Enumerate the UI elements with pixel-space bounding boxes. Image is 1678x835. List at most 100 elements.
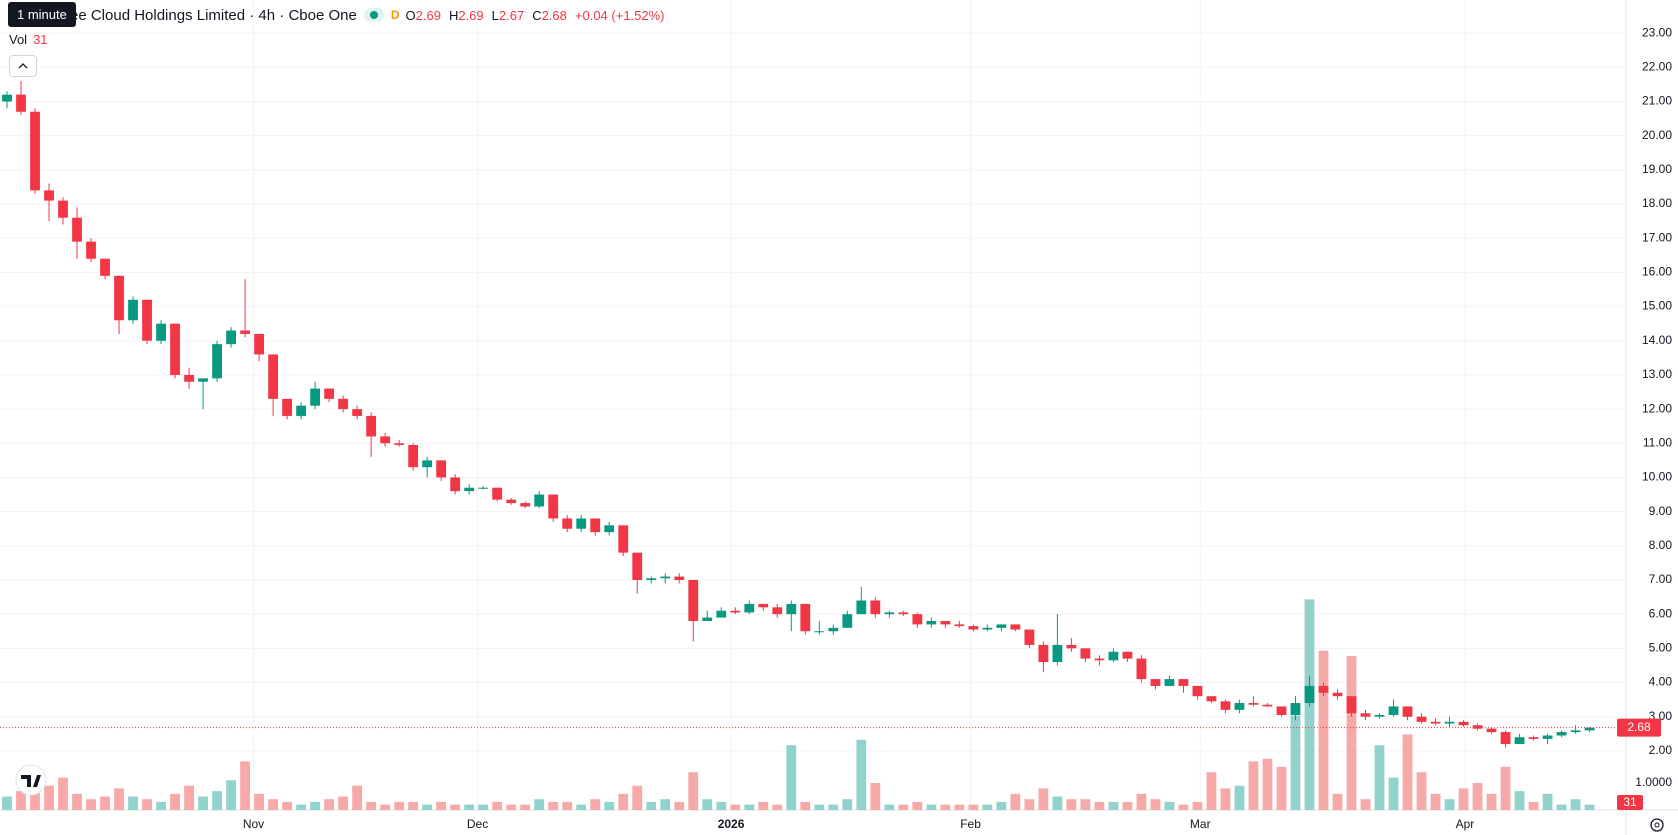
candle-body xyxy=(128,299,138,321)
y-tick-label: 2.00 xyxy=(1649,743,1673,757)
candle-body xyxy=(1486,728,1497,733)
candle-body xyxy=(1248,703,1259,705)
y-tick-label: 5.00 xyxy=(1649,641,1673,655)
collapse-button[interactable] xyxy=(9,55,37,77)
volume-bar xyxy=(772,804,783,810)
volume-bar xyxy=(380,804,391,810)
volume-bar xyxy=(184,785,194,810)
volume-bar xyxy=(394,801,405,810)
volume-bar xyxy=(408,801,419,810)
candle-body xyxy=(688,579,699,621)
candle-body xyxy=(1164,679,1175,686)
y-tick-label: 4.00 xyxy=(1649,675,1673,689)
ohlc-value: 2.69 xyxy=(415,7,441,23)
candle-body xyxy=(366,415,377,437)
badge: D xyxy=(390,8,400,22)
candle-body xyxy=(1094,658,1105,661)
x-tick-label: Apr xyxy=(1456,817,1475,831)
volume-bar xyxy=(1416,772,1427,810)
candle-body xyxy=(1542,735,1553,739)
volume-bar xyxy=(352,785,363,810)
ohlc-value: 2.68 xyxy=(541,7,567,23)
y-tick-label: 7.00 xyxy=(1649,572,1673,586)
volume-bar xyxy=(1430,793,1441,810)
settings-icon-core xyxy=(1654,822,1660,828)
y-tick-label: 21.00 xyxy=(1642,94,1672,108)
volume-bar xyxy=(128,796,138,810)
volume-bar xyxy=(212,791,222,810)
candle-body xyxy=(968,626,979,630)
candle-body xyxy=(786,603,797,615)
volume-bar xyxy=(870,783,881,810)
candle-body xyxy=(1220,701,1231,710)
candle-body xyxy=(660,576,671,579)
volume-bar xyxy=(1318,650,1329,810)
volume-bar xyxy=(1206,772,1217,810)
y-tick-label: 23.00 xyxy=(1642,25,1672,39)
candle-body xyxy=(1556,732,1567,736)
volume-bar xyxy=(2,796,12,810)
volume-bar xyxy=(716,801,727,810)
candle-body xyxy=(1374,714,1385,717)
candle-body xyxy=(1178,679,1189,686)
volume-bar xyxy=(758,801,769,810)
price-tag-label: 2.68 xyxy=(1627,720,1651,734)
candle-body xyxy=(1052,644,1063,663)
candle-body xyxy=(436,460,447,478)
volume-bar xyxy=(198,796,208,810)
x-tick-label: Dec xyxy=(467,817,488,831)
candle-body xyxy=(1276,706,1287,715)
candle-body xyxy=(1318,685,1329,693)
volume-bar xyxy=(226,780,236,810)
header: ee Cloud Holdings Limited · 4h · Cboe On… xyxy=(70,6,665,24)
candle-body xyxy=(156,323,166,341)
volume-bar xyxy=(940,804,951,810)
ohlc-key: H xyxy=(448,7,459,23)
volume-bar xyxy=(968,804,979,810)
volume-bar xyxy=(1080,799,1091,810)
ohlc-item: O2.69 xyxy=(406,8,441,23)
candle-body xyxy=(394,443,405,445)
candle-body xyxy=(198,378,208,382)
volume-bar xyxy=(786,745,797,810)
volume-bar xyxy=(1486,793,1497,810)
volume-bar xyxy=(296,804,307,810)
candle-body xyxy=(310,388,321,406)
volume-bar xyxy=(58,777,68,810)
candle-body xyxy=(254,333,264,355)
volume-bar xyxy=(324,799,335,810)
candle-body xyxy=(58,200,68,218)
volume-bar xyxy=(1024,799,1035,810)
candle-body xyxy=(590,518,601,533)
candle-body xyxy=(884,612,895,615)
chevron xyxy=(18,63,28,69)
chart-title: ee Cloud Holdings Limited · 4h · Cboe On… xyxy=(70,6,357,24)
volume-bar xyxy=(44,785,54,810)
candle-body xyxy=(240,330,250,334)
candle-body xyxy=(1080,648,1091,659)
candle-body xyxy=(100,258,110,276)
logo-mark xyxy=(21,775,41,787)
candle-body xyxy=(2,94,12,102)
candle-body xyxy=(1136,658,1147,680)
y-tick-label: 17.00 xyxy=(1642,230,1672,244)
volume-bar xyxy=(1346,656,1357,810)
candle-body xyxy=(1150,679,1161,686)
candle-body xyxy=(576,518,587,529)
volume-bar xyxy=(30,788,40,810)
candle-body xyxy=(506,499,517,504)
volume-bar xyxy=(254,793,264,810)
y-tick-label: 15.00 xyxy=(1642,299,1672,313)
volume-bar xyxy=(114,788,124,810)
ohlc-key: O xyxy=(405,7,416,23)
volume-bar xyxy=(366,801,377,810)
tooltip: 1 minute xyxy=(8,2,76,27)
volume-bar xyxy=(338,796,349,810)
candle-body xyxy=(338,398,349,410)
volume-bar xyxy=(506,804,517,810)
ohlc-item: H2.69 xyxy=(449,8,484,23)
volume-bar xyxy=(1388,777,1399,810)
candle-body xyxy=(800,603,811,632)
candle-body xyxy=(632,552,643,580)
y-tick-label: 19.00 xyxy=(1642,162,1672,176)
